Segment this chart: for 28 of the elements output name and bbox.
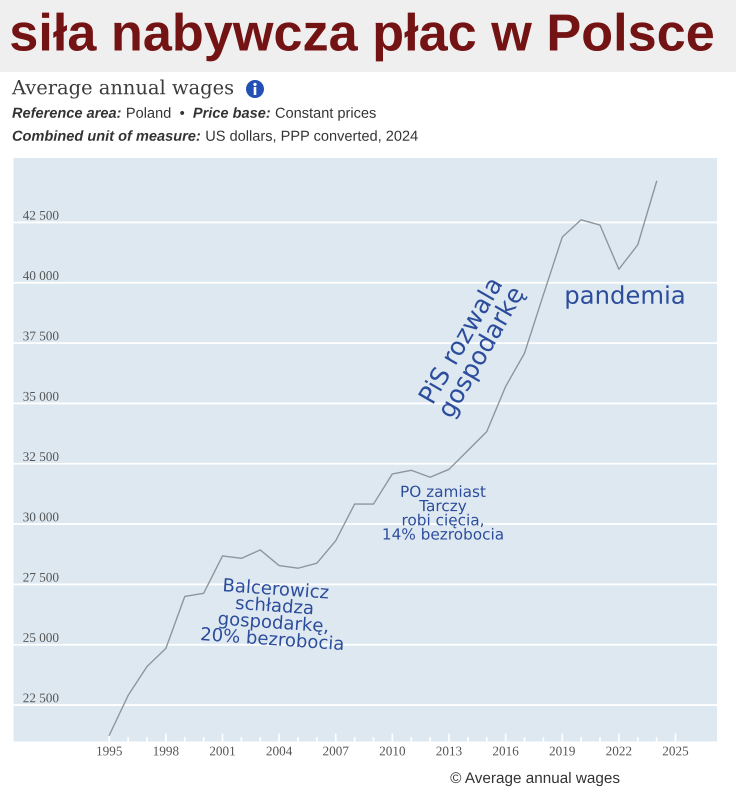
x-tick-label: 2025	[662, 746, 688, 756]
y-tick-label: 32 500	[23, 452, 59, 462]
text: Reference area: Poland • Price base: Constant prices	[12, 107, 376, 121]
x-tick-label: 1998	[154, 746, 179, 756]
annotation: Balcerowicz schładza gospodarkę, 20% bezrobocia	[201, 578, 344, 650]
y-tick-label: 30 000	[23, 512, 59, 522]
annotation: PO zamiast Tarczy robi cięcia, 14% bezrobocia	[384, 485, 503, 540]
y-tick-label: 25 000	[23, 633, 59, 642]
y-tick-label: 22 500	[23, 693, 59, 702]
annotation: pandemia	[566, 285, 684, 309]
text: Combined unit of measure: US dollars, PPP converted, 2024	[12, 130, 418, 143]
y-tick-label: 42 500	[22, 210, 59, 220]
x-tick-label: 2013	[436, 746, 462, 756]
x-tick-label: 2004	[266, 746, 292, 756]
y-tick-label: 37 500	[23, 332, 59, 340]
text: © Average annual wages	[450, 772, 620, 786]
x-tick-label: 2019	[550, 746, 575, 756]
x-tick-label: 2007	[323, 746, 349, 756]
y-tick-label: 40 000	[22, 271, 59, 280]
chart-subtitle: Average annual wages	[12, 79, 234, 99]
x-tick-label: 2010	[380, 746, 406, 756]
x-tick-label: 2016	[492, 746, 518, 756]
x-tick-label: 2022	[606, 746, 632, 756]
chart-title: siła nabywcza płac w Polsce	[11, 12, 713, 62]
x-tick-label: 1995	[97, 746, 122, 756]
y-tick-label: 27 500	[23, 572, 59, 582]
y-tick-label: 35 000	[23, 392, 59, 401]
x-tick-label: 2001	[210, 746, 235, 756]
